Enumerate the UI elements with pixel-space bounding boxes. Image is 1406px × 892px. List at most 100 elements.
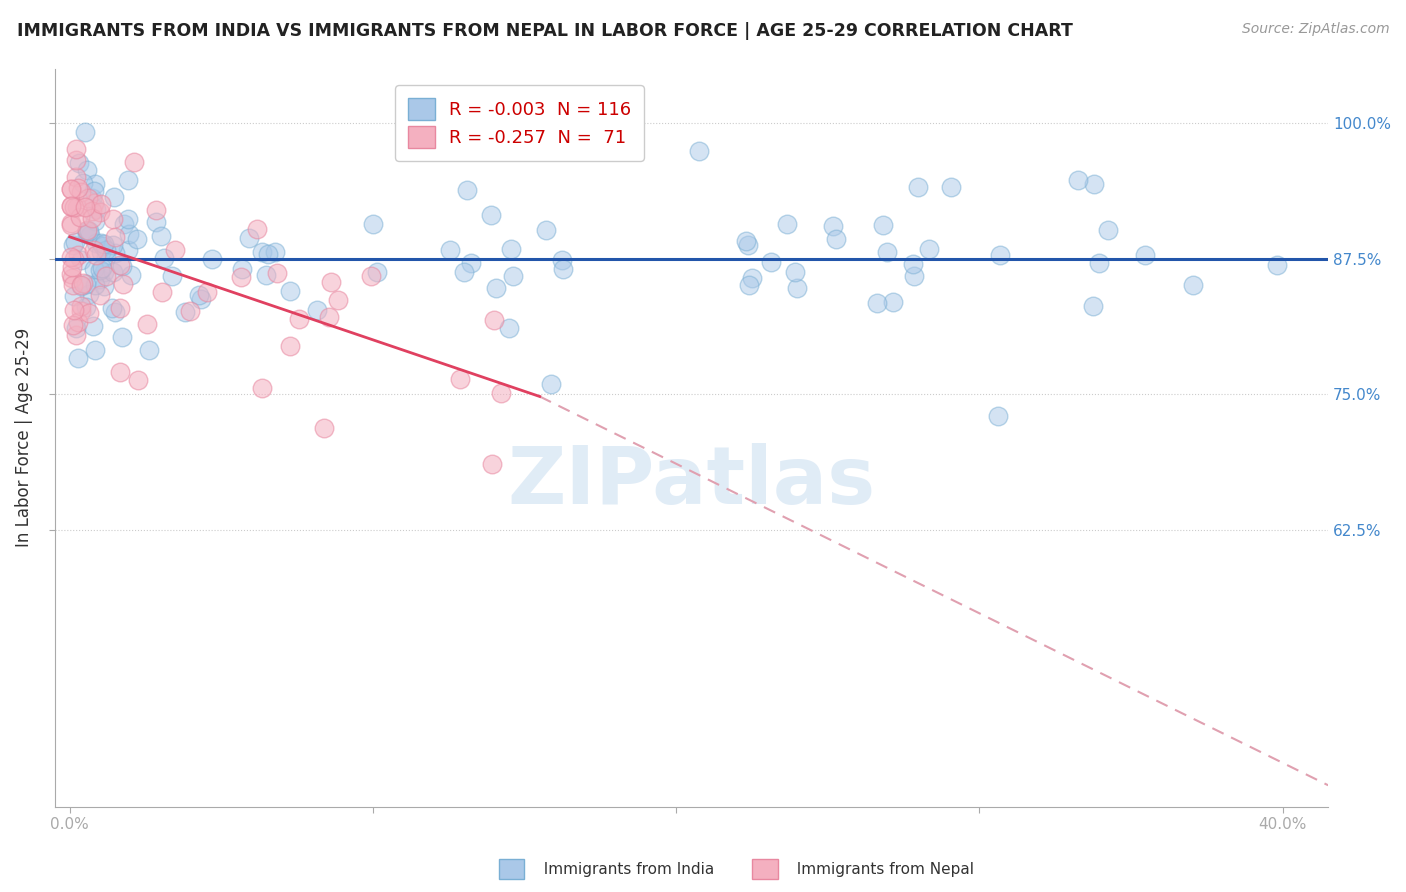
Point <box>65 153 87 167</box>
Point <box>84 278 107 293</box>
Point <box>60 271 83 285</box>
Point <box>551 262 574 277</box>
Point <box>366 265 388 279</box>
Point <box>65 169 87 184</box>
Point <box>160 268 183 283</box>
Point <box>941 179 963 194</box>
Point <box>190 292 212 306</box>
Point <box>62 278 84 293</box>
Point <box>266 266 288 280</box>
Point <box>1081 299 1104 313</box>
Point <box>145 215 167 229</box>
Point <box>823 219 845 233</box>
Point <box>69 299 91 313</box>
Point <box>60 250 83 264</box>
Point <box>449 371 471 385</box>
Point <box>93 278 115 293</box>
Point <box>60 199 83 213</box>
Point <box>66 200 89 214</box>
Point <box>903 257 925 271</box>
Point <box>112 217 135 231</box>
Point <box>460 256 482 270</box>
Point <box>872 218 894 232</box>
Point <box>69 277 91 292</box>
Point <box>278 285 301 299</box>
Point <box>93 236 115 251</box>
Point <box>318 310 340 325</box>
Point <box>153 251 176 265</box>
Point <box>482 313 505 327</box>
Point <box>67 181 90 195</box>
Point <box>825 232 848 246</box>
Point <box>94 244 117 258</box>
Point <box>479 208 502 222</box>
Point <box>84 214 107 228</box>
Point <box>60 182 83 196</box>
Point <box>150 229 173 244</box>
Point <box>101 265 124 279</box>
Point <box>866 296 889 310</box>
Point <box>252 244 274 259</box>
Text: Source: ZipAtlas.com: Source: ZipAtlas.com <box>1241 22 1389 37</box>
Point <box>312 421 335 435</box>
Point <box>481 458 503 472</box>
Text: ZIPatlas: ZIPatlas <box>508 443 876 521</box>
Point <box>69 210 91 224</box>
Point <box>67 351 90 365</box>
Point <box>65 235 87 250</box>
Point <box>76 227 98 241</box>
Point <box>111 259 134 273</box>
Point <box>69 185 91 199</box>
Point <box>907 180 929 194</box>
Point <box>60 218 83 232</box>
Point <box>882 295 904 310</box>
Point <box>77 305 100 319</box>
Point <box>201 252 224 266</box>
Point <box>229 269 252 284</box>
Point <box>77 225 100 239</box>
Text: IMMIGRANTS FROM INDIA VS IMMIGRANTS FROM NEPAL IN LABOR FORCE | AGE 25-29 CORREL: IMMIGRANTS FROM INDIA VS IMMIGRANTS FROM… <box>17 22 1073 40</box>
Point <box>60 181 83 195</box>
Point <box>238 231 260 245</box>
Point <box>89 272 111 286</box>
Point <box>179 303 201 318</box>
Point <box>80 211 103 225</box>
Point <box>231 261 253 276</box>
Point <box>76 163 98 178</box>
Point <box>84 178 107 192</box>
Point <box>360 269 382 284</box>
Point <box>82 191 104 205</box>
Point <box>63 303 86 318</box>
Point <box>91 260 114 275</box>
Point <box>94 250 117 264</box>
Point <box>439 243 461 257</box>
Point <box>83 343 105 357</box>
Point <box>89 288 111 302</box>
Point <box>1135 248 1157 262</box>
Point <box>62 238 84 252</box>
Point <box>63 252 86 266</box>
Point <box>72 176 94 190</box>
Point <box>84 235 107 250</box>
Point <box>108 301 131 315</box>
Point <box>103 189 125 203</box>
Point <box>122 155 145 169</box>
Point <box>83 261 105 276</box>
Point <box>489 386 512 401</box>
Point <box>987 409 1010 424</box>
Point <box>77 190 100 204</box>
Point <box>876 245 898 260</box>
Point <box>76 224 98 238</box>
Point <box>551 253 574 268</box>
Point <box>63 288 86 302</box>
Point <box>73 200 96 214</box>
Point <box>502 268 524 283</box>
Point <box>65 142 87 156</box>
Point <box>108 258 131 272</box>
Point <box>90 197 112 211</box>
Point <box>75 301 97 315</box>
Point <box>117 173 139 187</box>
Point <box>76 222 98 236</box>
Point <box>73 125 96 139</box>
Point <box>759 255 782 269</box>
